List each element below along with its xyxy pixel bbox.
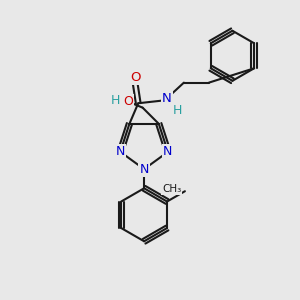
Text: H: H bbox=[172, 104, 182, 117]
Text: N: N bbox=[140, 163, 149, 176]
Text: H: H bbox=[111, 94, 120, 107]
Text: N: N bbox=[163, 145, 172, 158]
Text: N: N bbox=[116, 145, 125, 158]
Text: N: N bbox=[162, 92, 172, 105]
Text: O: O bbox=[130, 71, 140, 84]
Text: CH₃: CH₃ bbox=[162, 184, 182, 194]
Text: O: O bbox=[124, 95, 134, 108]
